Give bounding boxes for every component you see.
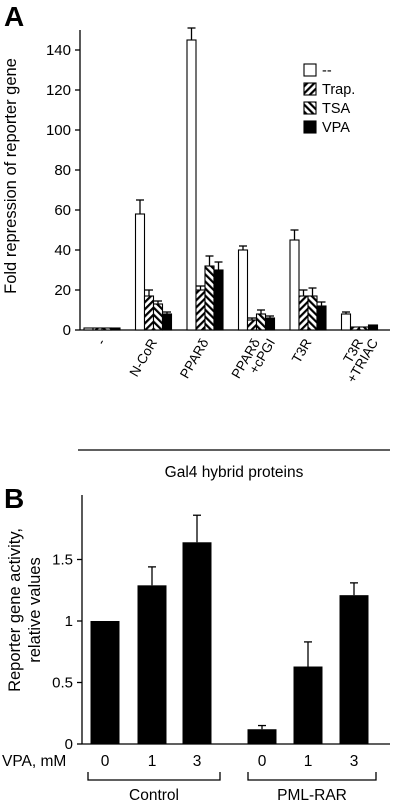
panel-a-legend-label: VPA <box>322 120 350 136</box>
panel-a-bar <box>152 303 164 331</box>
panel-a-bar <box>161 313 173 331</box>
panel-a-bar <box>237 249 249 331</box>
panel-a-legend: -- Trap. TSA VPA <box>303 63 355 136</box>
panel-a-bar <box>307 295 318 331</box>
panel-b-group-bracket <box>87 772 221 781</box>
panel-a-legend-swatch <box>303 63 317 77</box>
panel-a-y-tick-label: 100 <box>46 122 71 139</box>
panel-a-bar <box>195 289 206 331</box>
panel-b-bars <box>90 514 369 744</box>
panel-a: A Fold repression of reporter gene 0 20 40… <box>2 1 390 481</box>
panel-b-y-tick-label: 1.5 <box>52 552 73 569</box>
panel-b-x-row-label: VPA, mM <box>2 753 66 770</box>
panel-b-category-label: 3 <box>350 753 359 770</box>
panel-b-bar <box>293 666 323 744</box>
panel-a-y-tick-label: 140 <box>46 42 71 59</box>
panel-a-y-tick-label: 120 <box>46 82 71 99</box>
panel-a-y-tick-label: 20 <box>54 282 71 299</box>
panel-a-y-tick-label: 80 <box>54 162 71 179</box>
panel-b-y-axis-label-line2: relative values <box>26 557 44 662</box>
panel-b-x-categories: 0 1 3 0 1 3 <box>101 753 359 770</box>
panel-b-y-axis-label-line1: Reporter gene activity, <box>6 528 24 692</box>
panel-b-group-label: PML-RAR <box>277 787 347 804</box>
panel-b-groups: Control PML-RAR <box>87 772 377 804</box>
panel-a-category-label: N-CoR <box>126 336 160 379</box>
panel-a-bar <box>298 295 309 331</box>
panel-a-bar <box>110 327 121 331</box>
panel-b-y-tick-label: 1 <box>65 613 73 630</box>
panel-b-group-bracket <box>247 772 377 781</box>
panel-a-legend-swatch <box>303 120 317 134</box>
panel-a-x-categories: - N-CoR PPARδ PPARδ+cPGI T3R T3R+TRIAC <box>93 336 381 386</box>
panel-a-legend-label: TSA <box>322 101 351 117</box>
panel-a-bar <box>367 324 379 331</box>
panel-b: B Reporter gene activity, relative value… <box>2 483 390 804</box>
panel-a-category-label: PPARδ <box>177 336 212 381</box>
panel-a-bar <box>213 269 224 331</box>
panel-a-bar <box>264 317 276 331</box>
panel-a-category-label: T3R <box>289 336 315 366</box>
panel-a-bar <box>255 313 267 331</box>
panel-a-bar <box>186 39 197 331</box>
panel-b-category-label: 1 <box>304 753 313 770</box>
panel-b-category-label: 0 <box>101 753 110 770</box>
panel-b-y-tick-label: 0.5 <box>52 675 73 692</box>
panel-a-bar <box>92 327 103 331</box>
panel-b-bar <box>339 595 369 744</box>
panel-b-y-ticks: 0 0.5 1 1.5 <box>52 552 82 753</box>
panel-a-bar <box>134 213 146 331</box>
panel-a-bar <box>340 313 352 331</box>
panel-a-bar <box>316 305 327 331</box>
panel-a-bar <box>246 319 258 331</box>
panel-a-letter: A <box>4 1 24 32</box>
panel-b-group-label: Control <box>129 787 179 804</box>
panel-a-legend-swatch <box>303 101 317 115</box>
panel-b-bar <box>247 729 277 744</box>
panel-a-bar <box>83 327 94 331</box>
panel-a-y-ticks: 0 20 40 60 80 100 120 140 <box>46 42 80 339</box>
panel-b-category-label: 0 <box>258 753 267 770</box>
panel-b-bar <box>90 621 120 744</box>
panel-a-x-axis-label: Gal4 hybrid proteins <box>165 464 304 481</box>
panel-a-y-tick-label: 40 <box>54 242 71 259</box>
panel-a-bar <box>349 326 361 331</box>
panel-a-bar <box>101 327 112 331</box>
panel-a-y-axis-label: Fold repression of reporter gene <box>2 58 20 294</box>
panel-a-legend-label: Trap. <box>322 82 355 98</box>
panel-a-bar <box>143 295 155 331</box>
panel-a-category-label: - <box>93 336 108 347</box>
panel-a-bar <box>204 265 215 331</box>
panel-b-letter: B <box>4 483 24 514</box>
panel-b-bar <box>137 585 167 744</box>
panel-a-bars <box>83 27 379 331</box>
panel-b-category-label: 3 <box>193 753 202 770</box>
panel-a-bar <box>358 326 370 331</box>
panel-a-y-tick-label: 0 <box>63 322 71 339</box>
panel-a-legend-swatch <box>303 82 317 96</box>
panel-b-category-label: 1 <box>148 753 157 770</box>
panel-b-y-tick-label: 0 <box>65 736 73 753</box>
panel-b-bar <box>182 542 212 744</box>
panel-a-bar <box>289 239 300 331</box>
panel-a-legend-label: -- <box>322 63 332 79</box>
panel-a-y-tick-label: 60 <box>54 202 71 219</box>
